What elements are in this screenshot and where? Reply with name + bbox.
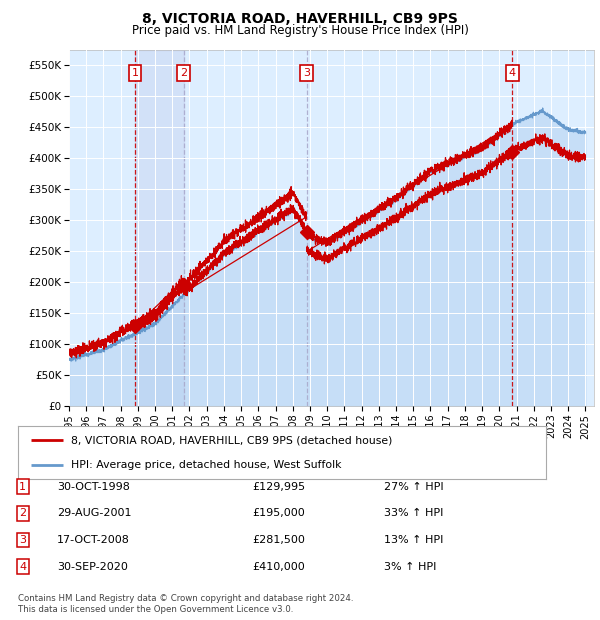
- Text: £195,000: £195,000: [252, 508, 305, 518]
- Text: 8, VICTORIA ROAD, HAVERHILL, CB9 9PS: 8, VICTORIA ROAD, HAVERHILL, CB9 9PS: [142, 12, 458, 27]
- Text: 2: 2: [19, 508, 26, 518]
- Text: 4: 4: [19, 562, 26, 572]
- Text: This data is licensed under the Open Government Licence v3.0.: This data is licensed under the Open Gov…: [18, 604, 293, 614]
- Text: 4: 4: [509, 68, 516, 78]
- Text: 2: 2: [180, 68, 187, 78]
- Text: 13% ↑ HPI: 13% ↑ HPI: [384, 535, 443, 545]
- Text: 1: 1: [19, 482, 26, 492]
- Text: £410,000: £410,000: [252, 562, 305, 572]
- Text: 30-OCT-1998: 30-OCT-1998: [57, 482, 130, 492]
- Text: 3: 3: [19, 535, 26, 545]
- Text: 30-SEP-2020: 30-SEP-2020: [57, 562, 128, 572]
- Text: HPI: Average price, detached house, West Suffolk: HPI: Average price, detached house, West…: [71, 461, 341, 471]
- Text: 1: 1: [131, 68, 139, 78]
- Text: 3: 3: [303, 68, 310, 78]
- Text: 27% ↑ HPI: 27% ↑ HPI: [384, 482, 443, 492]
- Text: £129,995: £129,995: [252, 482, 305, 492]
- Text: Contains HM Land Registry data © Crown copyright and database right 2024.: Contains HM Land Registry data © Crown c…: [18, 593, 353, 603]
- Bar: [135, 50, 184, 406]
- Text: Price paid vs. HM Land Registry's House Price Index (HPI): Price paid vs. HM Land Registry's House …: [131, 24, 469, 37]
- Text: 17-OCT-2008: 17-OCT-2008: [57, 535, 130, 545]
- Text: 8, VICTORIA ROAD, HAVERHILL, CB9 9PS (detached house): 8, VICTORIA ROAD, HAVERHILL, CB9 9PS (de…: [71, 435, 392, 445]
- Text: £281,500: £281,500: [252, 535, 305, 545]
- Text: 33% ↑ HPI: 33% ↑ HPI: [384, 508, 443, 518]
- Text: 3% ↑ HPI: 3% ↑ HPI: [384, 562, 436, 572]
- Text: 29-AUG-2001: 29-AUG-2001: [57, 508, 131, 518]
